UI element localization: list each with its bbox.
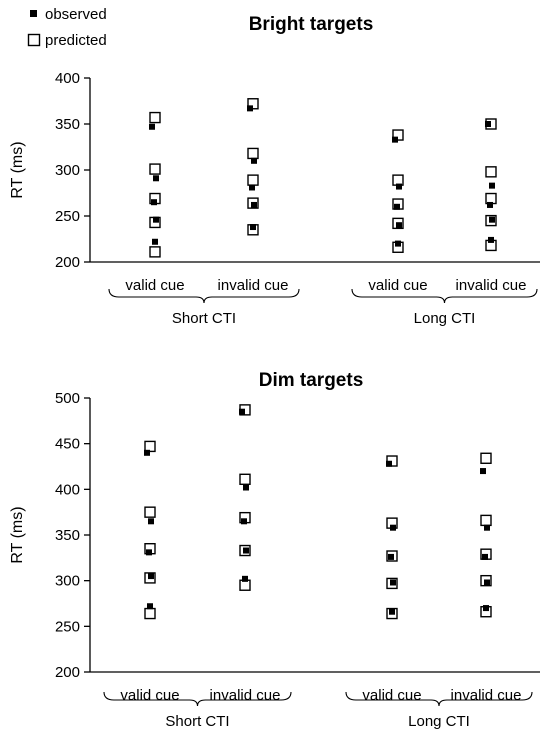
observed-point <box>386 460 392 467</box>
category-label: valid cue <box>362 687 421 704</box>
group-label: Short CTI <box>165 713 229 730</box>
observed-point <box>390 524 396 531</box>
dim-targets-panel: Dim targets 200 250 300 350 400 450 500 RT (ms) v… <box>9 370 540 730</box>
y-tick-label: 200 <box>55 254 80 271</box>
observed-point <box>241 518 247 525</box>
observed-point <box>243 547 249 554</box>
predicted-point <box>144 506 156 518</box>
observed-point <box>249 184 255 191</box>
legend-predicted-marker <box>27 33 41 47</box>
y-tick-label: 500 <box>55 390 80 407</box>
observed-point <box>251 157 257 164</box>
observed-point <box>485 121 491 127</box>
observed-point <box>243 484 249 491</box>
legend-predicted-label: predicted <box>45 32 107 49</box>
group-bracket <box>351 288 538 304</box>
observed-point <box>482 553 488 560</box>
predicted-point <box>149 163 161 175</box>
observed-point <box>388 553 394 560</box>
group-bracket <box>103 691 292 707</box>
y-tick-label: 200 <box>55 664 80 681</box>
y-tick-label: 350 <box>55 527 80 544</box>
observed-point <box>487 201 493 208</box>
observed-point <box>489 182 495 189</box>
panel-title: Dim targets <box>259 370 364 391</box>
category-label: valid cue <box>120 687 179 704</box>
observed-point <box>394 203 400 210</box>
predicted-point <box>247 174 259 186</box>
group-label: Long CTI <box>408 713 470 730</box>
predicted-point <box>149 246 161 258</box>
predicted-point <box>239 473 251 485</box>
predicted-point <box>480 514 492 527</box>
y-tick-label: 350 <box>55 116 80 133</box>
predicted-point <box>480 452 492 464</box>
category-label: invalid cue <box>451 687 522 704</box>
observed-point <box>392 136 398 143</box>
observed-point <box>389 608 395 615</box>
y-tick-label: 450 <box>55 436 80 453</box>
observed-point <box>395 240 401 247</box>
legend-observed-label: observed <box>45 6 107 23</box>
category-label: valid cue <box>125 277 184 294</box>
category-label: valid cue <box>368 277 427 294</box>
y-tick-label: 300 <box>55 573 80 590</box>
panel-title: Bright targets <box>249 14 374 35</box>
group-bracket <box>108 288 300 304</box>
group-bracket <box>345 691 533 707</box>
category-label: invalid cue <box>456 277 527 294</box>
predicted-point <box>149 111 161 124</box>
y-axis-title: RT (ms) <box>9 506 26 563</box>
predicted-point <box>144 607 156 620</box>
legend-observed-marker <box>30 10 37 17</box>
observed-point <box>146 549 152 556</box>
group-label: Long CTI <box>414 310 476 327</box>
y-tick-label: 250 <box>55 618 80 635</box>
observed-point <box>483 605 489 612</box>
observed-point <box>396 222 402 229</box>
observed-point <box>489 216 495 223</box>
y-tick-label: 400 <box>55 481 80 498</box>
predicted-point <box>247 147 259 160</box>
observed-point <box>151 199 157 206</box>
observed-point <box>152 238 158 245</box>
observed-point <box>251 201 257 208</box>
observed-point <box>250 224 256 231</box>
category-label: invalid cue <box>218 277 289 294</box>
observed-point <box>153 175 159 182</box>
y-axis-title: RT (ms) <box>9 141 26 198</box>
observed-point <box>148 518 154 525</box>
observed-point <box>242 575 248 582</box>
observed-point <box>396 183 402 190</box>
bright-targets-panel: Bright targets 200 250 300 350 400 RT (ms) vali… <box>9 14 540 327</box>
observed-point <box>149 123 155 130</box>
observed-point <box>488 236 494 243</box>
category-label: invalid cue <box>210 687 281 704</box>
observed-point <box>144 449 150 456</box>
observed-point <box>484 524 490 531</box>
observed-point <box>147 603 153 610</box>
y-tick-label: 250 <box>55 208 80 225</box>
group-label: Short CTI <box>172 310 236 327</box>
observed-point <box>153 216 159 223</box>
observed-point <box>484 579 490 586</box>
observed-point <box>480 468 486 475</box>
observed-point <box>148 573 154 580</box>
y-tick-label: 300 <box>55 162 80 179</box>
observed-point <box>390 579 396 586</box>
y-tick-label: 400 <box>55 70 80 87</box>
observed-point <box>247 105 253 112</box>
observed-point <box>239 408 245 415</box>
predicted-point <box>485 166 497 178</box>
